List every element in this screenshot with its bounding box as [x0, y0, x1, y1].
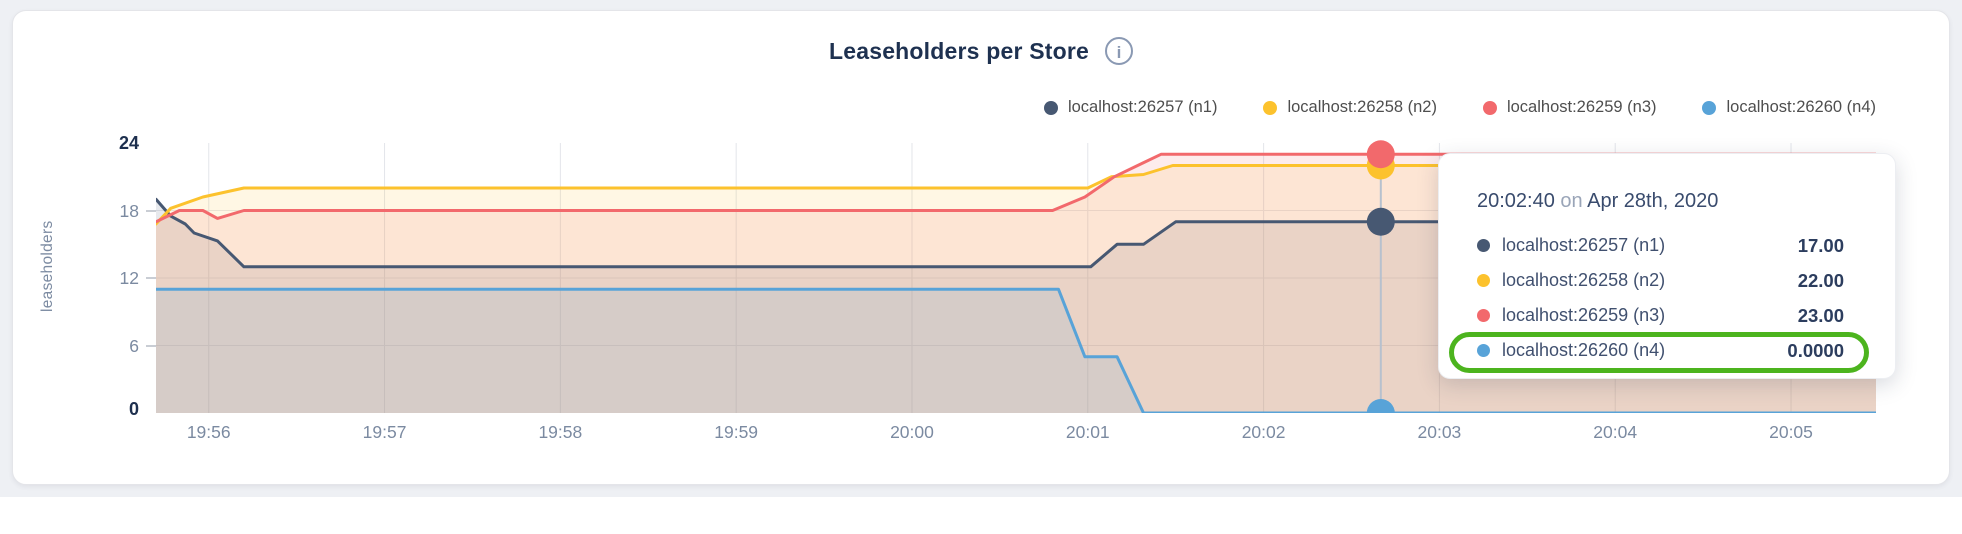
hover-point-marker: [1366, 399, 1395, 413]
tooltip-row: localhost:26258 (n2) 22.00: [1477, 263, 1844, 298]
y-axis-tick-label: 24: [118, 133, 139, 153]
chart-card: Leaseholders per Store i localhost:26257…: [12, 10, 1950, 485]
chart-title: Leaseholders per Store: [828, 37, 1090, 64]
series-line: [156, 164, 1876, 226]
legend-item[interactable]: localhost:26257 (n1): [1043, 98, 1218, 117]
tooltip-row: localhost:26257 (n1) 17.00: [1477, 228, 1844, 263]
info-icon[interactable]: i: [1105, 37, 1134, 65]
series-line: [156, 152, 1876, 224]
tooltip-date: Apr 28th, 2020: [1587, 190, 1719, 212]
y-axis-tick-label: 18: [119, 200, 139, 221]
tooltip-rows: localhost:26257 (n1) 17.00 localhost:26258…: [1477, 228, 1844, 368]
tooltip-row: localhost:26259 (n3) 23.00: [1477, 298, 1844, 333]
y-axis-tick-mark: [146, 277, 156, 279]
x-axis-tick-label: 20:05: [1769, 422, 1813, 442]
x-axis-tick-label: 20:03: [1417, 422, 1462, 442]
series-area: [156, 289, 1876, 413]
legend-dot-icon: [1043, 100, 1058, 115]
tooltip-series-name: localhost:26257 (n1): [1502, 235, 1666, 255]
tooltip-connector: on: [1560, 190, 1583, 212]
tooltip-row: localhost:26260 (n4) 0.0000: [1477, 333, 1844, 368]
page-below-card: [0, 497, 1962, 534]
tooltip-series-name: localhost:26259 (n3): [1502, 305, 1666, 325]
legend-item[interactable]: localhost:26259 (n3): [1482, 98, 1657, 117]
x-axis-tick-label: 20:04: [1593, 422, 1638, 442]
tooltip-series-name: localhost:26260 (n4): [1502, 340, 1666, 360]
y-axis-tick-mark: [146, 344, 156, 347]
series-line: [156, 287, 1876, 413]
tooltip-series-dot-icon: [1477, 344, 1490, 357]
legend-item[interactable]: localhost:26258 (n2): [1263, 98, 1437, 117]
tooltip-series-value: 17.00: [1797, 234, 1844, 256]
legend-label: localhost:26257 (n1): [1067, 98, 1218, 116]
y-axis-tick-label: 12: [119, 268, 139, 288]
hover-point-marker: [1366, 140, 1395, 169]
x-axis-tick-label: 19:57: [362, 422, 407, 442]
tooltip-time: 20:02:40: [1477, 190, 1555, 212]
series-line: [156, 197, 1876, 269]
tooltip-series-value: 22.00: [1797, 269, 1844, 291]
legend-dot-icon: [1702, 100, 1717, 115]
x-axis-tick-label: 19:58: [538, 422, 583, 442]
legend-dot-icon: [1482, 100, 1497, 115]
y-axis-tick-label: 0: [128, 399, 139, 419]
tooltip-series-value: 0.0000: [1787, 339, 1844, 361]
x-axis-tick-label: 19:59: [714, 422, 759, 442]
legend-item[interactable]: localhost:26260 (n4): [1702, 98, 1876, 117]
x-axis-tick-label: 19:56: [186, 422, 231, 442]
legend-label: localhost:26260 (n4): [1726, 98, 1876, 116]
y-axis-tick-label: 6: [129, 335, 139, 356]
x-axis-tick-label: 20:02: [1241, 422, 1286, 442]
tooltip-series-dot-icon: [1477, 274, 1490, 287]
x-axis-tick-label: 20:00: [890, 422, 934, 442]
chart-header: Leaseholders per Store i: [13, 37, 1949, 65]
tooltip-series-dot-icon: [1477, 239, 1490, 252]
legend-label: localhost:26259 (n3): [1506, 98, 1657, 116]
chart-legend: localhost:26257 (n1) localhost:26258 (n2)…: [1043, 98, 1876, 117]
x-axis-tick-label: 20:01: [1065, 422, 1110, 442]
tooltip-series-value: 23.00: [1797, 304, 1844, 326]
y-axis-title: leaseholders: [39, 220, 56, 312]
tooltip-series-dot-icon: [1477, 309, 1490, 322]
hover-point-marker: [1366, 207, 1395, 236]
y-axis-tick-mark: [146, 209, 156, 212]
tooltip-timestamp: 20:02:40 on Apr 28th, 2020: [1477, 190, 1718, 213]
legend-label: localhost:26258 (n2): [1287, 98, 1437, 116]
hover-tooltip: 20:02:40 on Apr 28th, 2020 localhost:262…: [1438, 153, 1896, 379]
legend-dot-icon: [1263, 100, 1278, 115]
tooltip-series-name: localhost:26258 (n2): [1502, 270, 1666, 290]
